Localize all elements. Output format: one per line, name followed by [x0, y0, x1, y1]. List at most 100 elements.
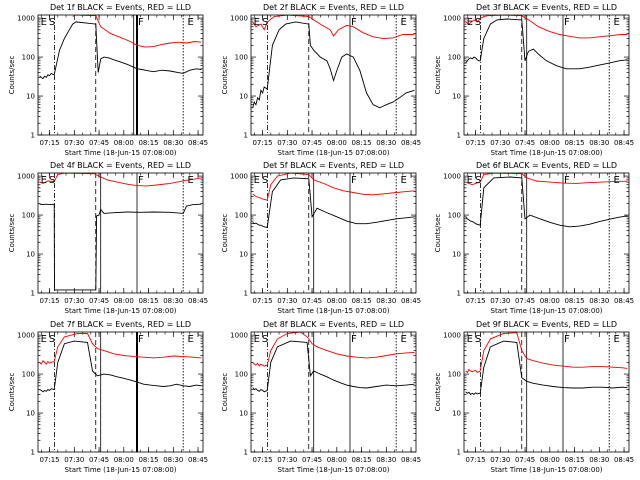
x-tick-label: 07:15 — [39, 297, 59, 305]
x-tick-label: 08:00 — [114, 297, 134, 305]
x-tick-label: 08:45 — [614, 456, 634, 464]
event-marker-label: E — [614, 175, 620, 186]
event-marker-label: F — [138, 175, 144, 186]
y-axis-label: Counts/sec — [221, 56, 229, 95]
y-tick-label: 1 — [457, 290, 461, 298]
event-marker-label: E — [467, 175, 473, 186]
x-tick-label: 08:45 — [401, 297, 421, 305]
y-axis-label: Counts/sec — [8, 214, 16, 253]
panel-det-5f: Det 5f BLACK = Events, RED = LLD Start T… — [221, 161, 421, 315]
y-tick-label: 1000 — [17, 332, 35, 340]
y-axis-label: Counts/sec — [221, 373, 229, 412]
event-marker-label: E — [188, 17, 194, 28]
series-line-events — [465, 340, 628, 395]
x-tick-label: 07:45 — [89, 297, 109, 305]
x-axis-label: Start Time (18-Jun-15 07:08:00) — [491, 149, 603, 157]
x-tick-label: 08:00 — [540, 297, 560, 305]
event-marker-label: S — [262, 175, 268, 186]
series-line-events — [39, 203, 202, 291]
y-tick-label: 100 — [22, 371, 35, 379]
event-marker-label: S — [49, 334, 55, 345]
x-axis-label: Start Time (18-Jun-15 07:08:00) — [278, 466, 390, 474]
series-line-lld — [39, 333, 202, 365]
event-marker-label: F — [351, 334, 357, 345]
y-tick-label: 1 — [244, 449, 248, 457]
y-tick-label: 100 — [448, 212, 461, 220]
y-tick-label: 1000 — [443, 15, 461, 23]
x-tick-label: 08:00 — [327, 139, 347, 147]
y-axis-label: Counts/sec — [434, 214, 442, 253]
event-marker-label: F — [351, 175, 357, 186]
x-tick-label: 08:00 — [540, 139, 560, 147]
x-tick-label: 08:30 — [376, 297, 396, 305]
y-axis-label: Counts/sec — [8, 373, 16, 412]
y-axis-label: Counts/sec — [434, 373, 442, 412]
panel-title: Det 5f BLACK = Events, RED = LLD — [263, 161, 404, 170]
series-line-events — [252, 177, 415, 229]
panel-title: Det 9f BLACK = Events, RED = LLD — [476, 320, 617, 329]
panel-title: Det 6f BLACK = Events, RED = LLD — [476, 161, 617, 170]
x-tick-label: 07:45 — [515, 297, 535, 305]
y-tick-label: 1 — [457, 132, 461, 140]
event-marker-label: F — [138, 334, 144, 345]
x-tick-label: 07:45 — [302, 297, 322, 305]
series-line-lld — [39, 173, 202, 187]
plot-frame — [250, 172, 417, 294]
panel-det-4f: Det 4f BLACK = Events, RED = LLD Start T… — [8, 161, 208, 315]
y-tick-label: 100 — [235, 54, 248, 62]
x-tick-label: 07:15 — [252, 139, 272, 147]
series-line-events — [252, 21, 415, 109]
event-marker-label: E — [254, 334, 260, 345]
y-tick-label: 100 — [22, 212, 35, 220]
x-tick-label: 08:30 — [163, 297, 183, 305]
series-line-lld — [465, 332, 628, 374]
y-tick-label: 1000 — [230, 15, 248, 23]
panel-title: Det 7f BLACK = Events, RED = LLD — [50, 320, 191, 329]
x-axis-label: Start Time (18-Jun-15 07:08:00) — [65, 149, 177, 157]
y-tick-label: 10 — [452, 410, 461, 418]
panel-title: Det 8f BLACK = Events, RED = LLD — [263, 320, 404, 329]
event-marker-label: E — [467, 334, 473, 345]
x-tick-label: 07:45 — [89, 139, 109, 147]
series-line-lld — [252, 173, 415, 201]
x-tick-label: 07:15 — [465, 456, 485, 464]
panel-det-3f: Det 3f BLACK = Events, RED = LLD Start T… — [434, 3, 634, 157]
panel-title: Det 1f BLACK = Events, RED = LLD — [50, 3, 191, 12]
x-tick-label: 07:15 — [252, 297, 272, 305]
event-marker-label: F — [351, 17, 357, 28]
x-axis-label: Start Time (18-Jun-15 07:08:00) — [278, 307, 390, 315]
x-tick-label: 08:45 — [614, 139, 634, 147]
event-marker-label: E — [254, 175, 260, 186]
event-marker-label: E — [41, 175, 47, 186]
panel-det-7f: Det 7f BLACK = Events, RED = LLD Start T… — [8, 320, 208, 474]
x-axis-label: Start Time (18-Jun-15 07:08:00) — [65, 466, 177, 474]
event-marker-label: E — [188, 175, 194, 186]
y-tick-label: 1 — [31, 132, 35, 140]
x-tick-label: 08:15 — [564, 139, 584, 147]
x-tick-label: 08:15 — [138, 297, 158, 305]
x-tick-label: 08:00 — [327, 456, 347, 464]
y-tick-label: 1000 — [443, 332, 461, 340]
y-tick-label: 10 — [452, 251, 461, 259]
event-marker-label: S — [262, 334, 268, 345]
event-marker-label: S — [262, 17, 268, 28]
x-axis-label: Start Time (18-Jun-15 07:08:00) — [491, 466, 603, 474]
panel-det-9f: Det 9f BLACK = Events, RED = LLD Start T… — [434, 320, 634, 474]
series-line-events — [39, 340, 202, 393]
panel-title: Det 3f BLACK = Events, RED = LLD — [476, 3, 617, 12]
event-marker-label: S — [475, 17, 481, 28]
event-marker-label: F — [564, 334, 570, 345]
x-tick-label: 08:30 — [589, 456, 609, 464]
x-tick-label: 07:15 — [465, 297, 485, 305]
series-line-events — [465, 18, 628, 70]
plot-frame — [463, 14, 630, 136]
x-tick-label: 08:00 — [327, 297, 347, 305]
panel-det-1f: Det 1f BLACK = Events, RED = LLD Start T… — [8, 3, 208, 157]
x-tick-label: 08:45 — [614, 297, 634, 305]
x-tick-label: 07:15 — [252, 456, 272, 464]
x-tick-label: 07:30 — [277, 456, 297, 464]
x-tick-label: 08:30 — [589, 297, 609, 305]
event-marker-label: S — [49, 175, 55, 186]
